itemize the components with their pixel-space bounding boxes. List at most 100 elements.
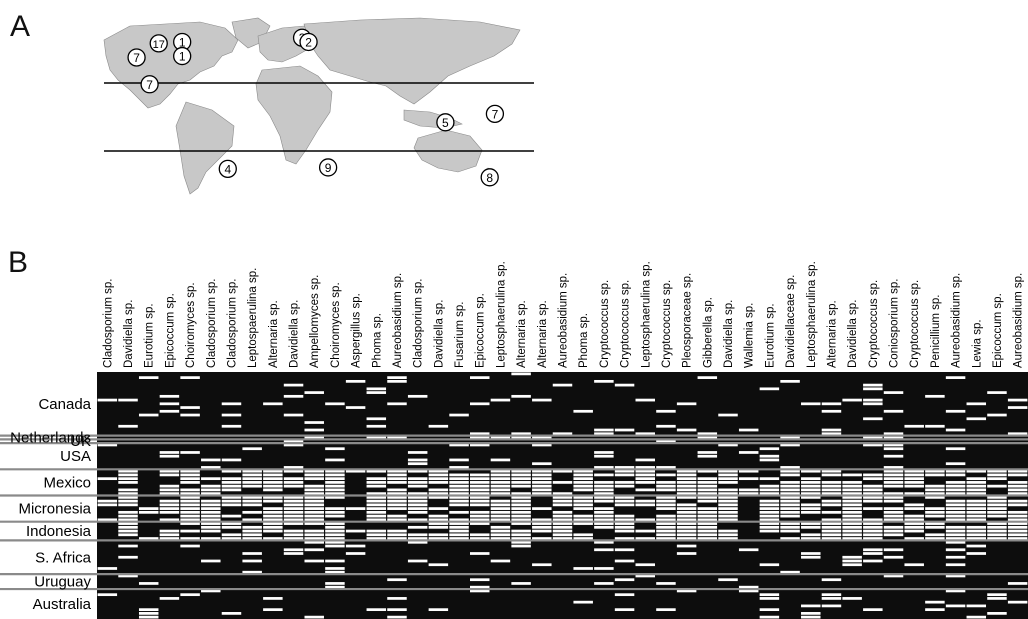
heatmap-cell-present xyxy=(573,518,593,522)
heatmap-cell-present xyxy=(594,432,614,436)
heatmap-cell-present xyxy=(407,458,428,462)
heatmap-cell-present xyxy=(180,503,200,507)
heatmap-cell-present xyxy=(345,544,366,548)
heatmap-cell-present xyxy=(263,488,283,492)
heatmap-cell-present xyxy=(511,503,531,507)
heatmap-cell-present xyxy=(97,593,118,597)
landmass-africa xyxy=(255,65,333,165)
heatmap-cell-present xyxy=(614,529,635,533)
heatmap-cell-present xyxy=(656,409,676,413)
region-separators xyxy=(0,434,1028,591)
heatmap-cell-present xyxy=(904,514,924,518)
heatmap-cell-present xyxy=(97,567,118,570)
heatmap-cell-present xyxy=(532,537,552,540)
heatmap-cell-present xyxy=(201,537,221,540)
heatmap-cell-present xyxy=(904,473,924,477)
heatmap-cell-present xyxy=(449,492,469,495)
heatmap-cell-present xyxy=(283,507,304,510)
heatmap-cell-present xyxy=(366,499,387,503)
heatmap-cell-present xyxy=(387,533,407,537)
heatmap-cell-present xyxy=(676,533,697,537)
heatmap-cell-present xyxy=(573,514,593,518)
heatmap-cell-present xyxy=(966,518,987,522)
site-marker-count: 2 xyxy=(305,35,312,49)
heatmap-cell-present xyxy=(945,525,966,529)
heatmap-cell-present xyxy=(759,593,780,597)
heatmap-cell-present xyxy=(759,597,780,600)
heatmap-cell-present xyxy=(821,597,842,600)
heatmap-cell-present xyxy=(180,477,200,481)
heatmap-cell-present xyxy=(242,499,262,503)
heatmap-cell-present xyxy=(180,492,200,495)
heatmap-cell-present xyxy=(304,421,324,424)
site-marker-count: 7 xyxy=(492,107,499,121)
heatmap-cell-present xyxy=(221,537,242,540)
heatmap-cell-present xyxy=(676,514,697,518)
heatmap-cell-present xyxy=(283,548,304,552)
heatmap-cell-present xyxy=(614,496,635,499)
landmass-south-america xyxy=(175,101,235,195)
heatmap-cell-present xyxy=(987,522,1007,525)
heatmap-cell-present xyxy=(676,503,697,507)
heatmap-cell-present xyxy=(945,548,966,552)
heatmap-cell-present xyxy=(801,533,821,537)
heatmap-cell-present xyxy=(718,443,738,447)
species-label: Cryptococcus sp. xyxy=(661,280,673,368)
region-label: Indonesia xyxy=(26,523,92,540)
heatmap-cell-present xyxy=(180,544,200,548)
heatmap-cell-present xyxy=(883,518,904,522)
heatmap-cell-present xyxy=(263,499,283,503)
heatmap-cell-present xyxy=(1007,406,1028,409)
panel-b-label: B xyxy=(8,246,29,279)
heatmap-cell-present xyxy=(159,488,180,492)
heatmap-cell-present xyxy=(470,578,490,582)
heatmap-cell-present xyxy=(428,518,449,522)
heatmap-cell-present xyxy=(387,376,407,379)
heatmap-cell-present xyxy=(366,518,387,522)
heatmap-cell-present xyxy=(511,540,531,544)
heatmap-cell-present xyxy=(759,492,780,495)
heatmap-cell-present xyxy=(242,518,262,522)
heatmap-cell-present xyxy=(532,522,552,525)
species-label: Pleosporaceae sp. xyxy=(682,273,694,368)
heatmap-cell-present xyxy=(697,469,718,473)
landmass-asia xyxy=(303,17,521,105)
heatmap-cell-present xyxy=(449,525,469,529)
heatmap-cell-present xyxy=(407,540,428,544)
heatmap-cell-present xyxy=(511,533,531,537)
heatmap-cell-present xyxy=(201,458,221,462)
heatmap-cell-present xyxy=(1007,522,1028,525)
heatmap-cell-present xyxy=(945,574,966,578)
heatmap-cell-present xyxy=(697,518,718,522)
heatmap-cell-present xyxy=(490,499,511,503)
heatmap-cell-present xyxy=(283,413,304,417)
heatmap-cell-present xyxy=(821,604,842,608)
site-marker: 1 xyxy=(173,46,192,66)
heatmap-cell-present xyxy=(987,391,1007,394)
species-label: Fusarium sp. xyxy=(454,302,466,368)
heatmap-cell-present xyxy=(883,574,904,578)
heatmap-cell-present xyxy=(221,499,242,503)
heatmap-cell-present xyxy=(842,492,862,495)
heatmap-cell-present xyxy=(594,473,614,477)
heatmap-cell-present xyxy=(883,454,904,458)
heatmap-cell-present xyxy=(821,469,842,473)
heatmap-cell-present xyxy=(201,589,221,593)
heatmap-cell-present xyxy=(511,518,531,522)
heatmap-cell-present xyxy=(180,537,200,540)
heatmap-cell-present xyxy=(594,488,614,492)
heatmap-cell-present xyxy=(263,597,283,600)
heatmap-cell-present xyxy=(863,552,883,555)
heatmap-cell-present xyxy=(614,383,635,387)
heatmap-cell-present xyxy=(697,522,718,525)
heatmap-cell-present xyxy=(635,458,655,462)
heatmap-cell-present xyxy=(387,597,407,600)
heatmap-cell-present xyxy=(180,514,200,518)
heatmap-cell-present xyxy=(490,398,511,402)
heatmap-cell-present xyxy=(780,507,800,510)
heatmap-cell-present xyxy=(118,529,138,533)
heatmap-cell-present xyxy=(883,432,904,436)
site-marker-circle xyxy=(140,75,159,94)
heatmap-cell-present xyxy=(966,503,987,507)
heatmap-cell-present xyxy=(490,469,511,473)
